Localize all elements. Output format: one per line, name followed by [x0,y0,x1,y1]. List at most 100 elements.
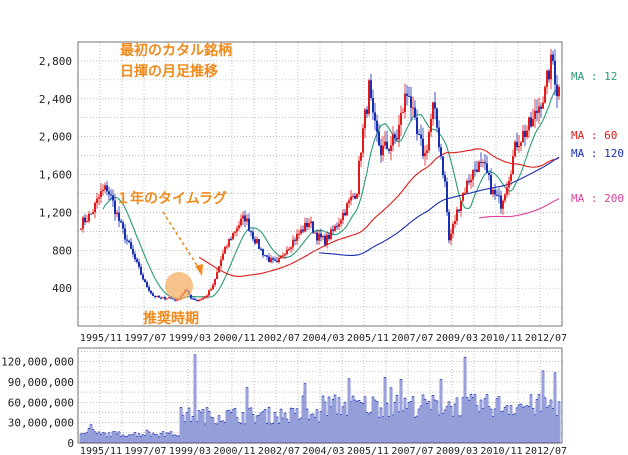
candle-body [400,112,402,125]
candle-body [260,248,262,250]
volume-bar [195,421,199,444]
volume-bar [371,396,375,444]
candle-body [446,181,448,213]
volume-bar [81,433,85,444]
volume-x-tick-label: 2004/03 [302,446,344,455]
volume-bar [473,394,477,444]
volume-bar [239,423,243,444]
volume-bar [461,397,465,444]
candle-body [426,150,428,154]
candle-body [250,230,252,233]
candle-body [264,255,266,257]
volume-plot-frame [77,347,563,444]
volume-x-tick-label: 1999/03 [169,446,211,455]
volume-bar [289,407,293,444]
candle-body [440,147,442,157]
candle-body [126,239,128,241]
candle-body [530,117,532,127]
candle-body [430,118,432,132]
candle-body [458,209,460,212]
candle-body [254,239,256,244]
volume-bar [255,415,259,444]
candle-body [476,169,478,172]
lag-arrow-head [195,264,203,276]
volume-bar [83,433,87,444]
candle-body [270,258,272,263]
candle-body [232,232,234,240]
volume-bar [365,412,369,444]
candle-body [80,228,82,230]
candle-body [292,239,294,248]
candle-body [230,239,232,241]
volume-x-tick-label: 2009/03 [436,446,478,455]
candle-body [214,278,216,285]
volume-bar [305,408,309,444]
candle-body [474,169,476,171]
candle-body [402,111,404,113]
volume-bar [413,416,417,444]
plot-frames [77,41,563,444]
volume-bar [357,399,361,444]
volume-bar [85,431,89,444]
volume-bar [277,423,281,444]
candle-body [104,185,106,190]
candle-body [352,195,354,197]
candle-body [174,299,176,301]
volume-bar [427,400,431,444]
volume-bar [249,407,253,444]
candle-body [502,200,504,209]
volume-bar [381,416,385,444]
volume-bar [253,422,257,444]
volume-bar [455,397,459,444]
candle-body [248,218,250,231]
volume-bar [303,383,307,444]
volume-bar [437,414,441,444]
candle-body [546,70,548,87]
volume-bar [269,423,273,444]
candle-body [302,229,304,232]
volume-bar [489,408,493,444]
volume-tick-label: 120,000,000 [1,356,74,369]
price-x-tick-label: 2002/07 [258,333,300,344]
candle-body [288,248,290,250]
volume-bar [79,433,83,444]
volume-bar [411,396,415,444]
volume-bar [517,404,521,444]
candle-body [406,93,408,96]
candle-body [150,290,152,294]
volume-bar [309,414,313,444]
volume-tick-label: 30,000,000 [8,417,74,430]
volume-x-tick-label: 1997/07 [124,446,166,455]
candle-body [194,298,196,301]
candle-body [246,218,248,222]
price-x-tick-label: 1999/03 [169,333,211,344]
volume-bar [171,435,175,444]
volume-bar [191,416,195,444]
volume-bar [261,411,265,444]
volume-bar [429,409,433,444]
candle-body [284,253,286,256]
candle-body [500,195,502,209]
volume-bar [361,403,365,444]
candle-body [422,138,424,157]
candlesticks [80,48,560,302]
volume-bar [373,399,377,444]
volume-bar [423,398,427,444]
volume-bar [519,403,523,444]
lag-arrow-line [162,211,201,271]
volume-bar [481,408,485,444]
ma-line-120 [318,156,560,256]
volume-bar [379,407,383,444]
candle-body [556,84,558,97]
candle-body [420,134,422,139]
candle-body [456,209,458,221]
volume-bar [545,407,549,444]
volume-bar [469,393,473,444]
candle-body [172,298,174,300]
axis-labels: 400 800 1,200 1,600 2,000 2,400 2,800 0 30,000,0… [1,55,567,455]
candle-body [298,233,300,235]
volume-bar [95,433,99,444]
candle-body [318,233,320,241]
candle-body [140,266,142,275]
volume-bar [283,412,287,444]
